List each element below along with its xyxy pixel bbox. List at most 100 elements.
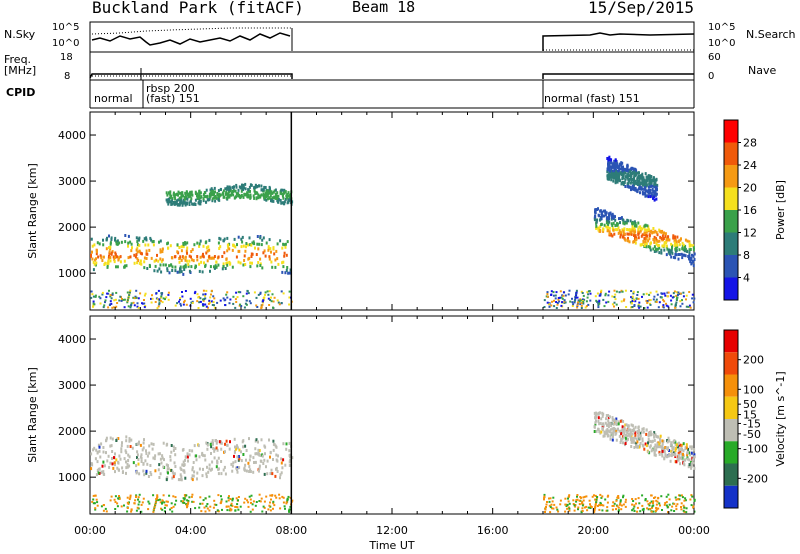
scatter-cell-power	[172, 192, 175, 196]
clutter-cell-power	[586, 296, 589, 299]
clutter-cell-power	[548, 305, 551, 308]
scatter-cell-power	[257, 261, 260, 264]
clutter-cell-power	[243, 306, 246, 309]
clutter-cell-velocity	[227, 505, 230, 508]
clutter-cell-power	[273, 296, 276, 299]
scatter-cell-power	[227, 245, 230, 249]
clutter-cell-velocity	[231, 504, 234, 507]
clutter-cell-power	[632, 290, 635, 293]
clutter-cell-power	[586, 291, 589, 294]
nave-tick-top: 60	[708, 52, 721, 63]
scatter-cell-power	[283, 243, 286, 247]
scatter-cell-velocity	[609, 437, 612, 441]
scatter-cell-power	[145, 249, 148, 253]
scatter-cell-velocity	[670, 449, 673, 453]
scatter-cell-power	[683, 249, 686, 253]
scatter-cell-power	[221, 191, 224, 195]
clutter-cell-velocity	[288, 510, 290, 512]
clutter-cell-velocity	[549, 506, 552, 509]
clutter-cell-velocity	[655, 508, 658, 511]
scatter-cell-velocity	[150, 473, 153, 477]
scatter-cell-power	[210, 256, 213, 260]
scatter-cell-velocity	[109, 436, 112, 440]
clutter-cell-velocity	[619, 502, 622, 505]
clutter-cell-velocity	[202, 499, 205, 502]
scatter-cell-power	[209, 265, 212, 269]
scatter-cell-velocity	[647, 437, 650, 441]
scatter-cell-velocity	[686, 457, 689, 461]
clutter-cell-power	[558, 296, 561, 299]
scatter-cell-velocity	[650, 433, 652, 437]
clutter-cell-power	[637, 303, 640, 306]
scatter-cell-power	[256, 264, 259, 268]
clutter-cell-power	[194, 290, 197, 293]
scatter-cell-velocity	[222, 468, 225, 472]
scatter-cell-velocity	[193, 470, 196, 474]
scatter-cell-power	[283, 200, 286, 204]
scatter-cell-velocity	[114, 470, 116, 474]
scatter-cell-power	[250, 243, 253, 247]
scatter-cell-power	[177, 190, 180, 194]
scatter-cell-power	[191, 202, 194, 206]
scatter-cell-velocity	[623, 432, 626, 436]
scatter-cell-power	[648, 233, 651, 237]
clutter-cell-power	[235, 301, 238, 303]
scatter-cell-power	[279, 191, 282, 195]
scatter-cell-power	[640, 187, 643, 191]
scatter-cell-velocity	[635, 442, 638, 446]
clutter-cell-velocity	[615, 508, 617, 511]
scatter-cell-velocity	[111, 437, 114, 441]
scatter-cell-velocity	[272, 439, 275, 443]
scatter-cell-power	[674, 241, 676, 245]
clutter-cell-velocity	[248, 495, 251, 498]
scatter-cell-velocity	[98, 449, 101, 453]
freq-label-2: [MHz]	[4, 64, 37, 77]
clutter-cell-velocity	[650, 510, 653, 513]
scatter-cell-power	[160, 259, 163, 263]
scatter-cell-power	[211, 197, 214, 201]
scatter-cell-power	[198, 198, 201, 202]
scatter-cell-power	[624, 175, 627, 179]
clutter-cell-velocity	[181, 500, 184, 503]
scatter-cell-power	[676, 235, 679, 239]
clutter-cell-power	[545, 295, 548, 298]
scatter-cell-power	[280, 201, 283, 205]
scatter-cell-power	[640, 175, 643, 178]
scatter-cell-velocity	[679, 450, 682, 454]
scatter-cell-power	[91, 257, 94, 261]
clutter-cell-velocity	[576, 498, 579, 501]
scatter-cell-velocity	[144, 459, 147, 463]
scatter-cell-power	[692, 246, 695, 250]
scatter-cell-power	[661, 229, 664, 233]
clutter-cell-power	[554, 294, 557, 297]
scatter-cell-power	[658, 228, 661, 232]
scatter-cell-velocity	[663, 456, 666, 460]
scatter-cell-velocity	[161, 454, 164, 458]
scatter-cell-power	[604, 211, 607, 214]
scatter-cell-power	[619, 217, 622, 220]
scatter-cell-velocity	[220, 472, 223, 476]
clutter-cell-power	[211, 304, 214, 306]
scatter-cell-power	[693, 252, 696, 256]
scatter-cell-power	[184, 263, 187, 267]
scatter-cell-power	[187, 195, 190, 199]
scatter-cell-velocity	[191, 474, 194, 478]
scatter-cell-power	[178, 260, 181, 264]
clutter-cell-power	[280, 302, 283, 304]
clutter-cell-velocity	[593, 508, 596, 511]
scatter-cell-velocity	[674, 448, 677, 452]
scatter-cell-power	[114, 255, 117, 259]
scatter-cell-power	[618, 168, 621, 172]
scatter-cell-power	[610, 170, 612, 174]
scatter-cell-velocity	[213, 449, 216, 453]
clutter-cell-power	[613, 296, 616, 298]
clutter-cell-velocity	[192, 500, 195, 503]
clutter-cell-velocity	[612, 504, 615, 507]
scatter-cell-velocity	[621, 428, 624, 432]
scatter-cell-power	[600, 222, 603, 226]
scatter-cell-velocity	[672, 447, 675, 451]
scatter-cell-power	[189, 190, 192, 194]
colorbar-seg-velocity-2	[724, 374, 738, 397]
clutter-cell-power	[682, 291, 685, 294]
clutter-cell-velocity	[172, 495, 175, 498]
